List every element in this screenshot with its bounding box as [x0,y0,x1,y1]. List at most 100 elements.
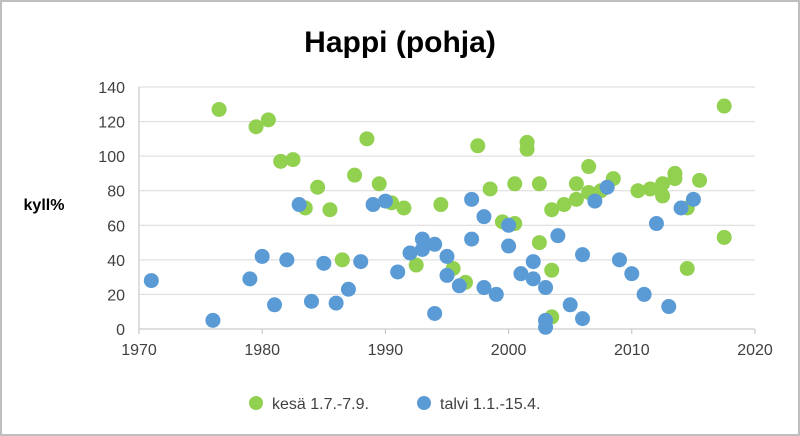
data-point [550,228,566,244]
data-point [568,176,584,192]
data-point [371,176,387,192]
data-point [642,181,658,197]
legend-marker-talvi [417,396,431,410]
y-tick-label: 100 [98,149,125,166]
data-point [538,319,554,335]
data-point [427,305,443,321]
data-point [544,262,560,278]
data-point [692,172,708,188]
data-point [334,252,350,268]
data-point [581,159,597,175]
data-point [636,286,652,302]
data-point [377,193,393,209]
data-point [402,245,418,261]
data-point [310,179,326,195]
y-tick-label: 0 [116,322,125,339]
data-point [531,176,547,192]
data-point [316,255,332,271]
data-point [248,119,264,135]
data-point [260,112,276,128]
data-point [285,152,301,168]
data-point [531,235,547,251]
data-point [365,197,381,213]
x-tick-label: 1980 [244,342,280,359]
data-point [439,267,455,283]
legend: kesä 1.7.-7.9. talvi 1.1.-15.4. [249,396,541,413]
data-point [303,293,319,309]
data-point [328,295,344,311]
data-point [599,179,615,195]
x-tick-label: 2020 [737,342,773,359]
data-point [716,98,732,114]
data-point [507,176,523,192]
data-point [242,271,258,287]
y-tick-labels: 0 20 40 60 80 100 120 140 [98,80,125,339]
data-point [211,101,227,117]
x-tick-label: 2010 [614,342,650,359]
y-tick-label: 80 [107,184,125,201]
data-point [143,273,159,289]
y-tick-label: 60 [107,218,125,235]
data-point [630,183,646,199]
data-point [513,266,529,282]
data-point [340,281,356,297]
gridlines [139,86,755,295]
x-tick-label: 1990 [368,342,404,359]
data-point [661,299,677,315]
data-point [501,217,517,233]
data-point [476,209,492,225]
data-point [685,191,701,207]
series-talvi-points [143,179,701,335]
data-point [205,312,221,328]
axes [138,87,756,334]
data-point [679,261,695,276]
data-point [476,280,492,296]
y-tick-label: 120 [98,115,125,132]
y-axis-label: kyll% [24,197,65,214]
y-tick-label: 140 [98,80,125,97]
data-point [519,141,535,157]
x-tick-label: 2000 [491,342,527,359]
data-point [464,191,480,207]
data-point [575,247,591,263]
chart-title: Happi (pohja) [304,26,496,59]
data-point [267,297,283,313]
data-point [359,131,375,147]
data-point [648,216,664,232]
data-point [464,231,480,247]
data-point [347,167,363,183]
data-point [575,311,591,327]
data-point [439,248,455,264]
data-point [655,176,671,192]
legend-label-kesa: kesä 1.7.-7.9. [272,396,369,413]
data-point [611,252,627,268]
data-point [538,280,554,296]
data-point [291,197,307,213]
data-point [556,197,572,213]
data-point [716,229,732,245]
y-tick-label: 40 [107,253,125,270]
x-tick-labels: 1970 1980 1990 2000 2010 2020 [121,342,773,359]
data-point [390,264,406,280]
data-point [488,286,504,302]
series-kesa-points [211,98,732,325]
data-point [322,202,338,218]
y-tick-label: 20 [107,287,125,304]
data-point [279,252,295,268]
data-point [525,271,541,287]
data-point [414,241,430,257]
legend-marker-kesa [249,396,263,410]
data-point [562,297,578,313]
data-point [433,197,449,213]
data-point [396,200,412,216]
legend-label-talvi: talvi 1.1.-15.4. [440,396,541,413]
data-point [482,181,498,197]
data-point [451,278,467,294]
data-point [254,248,270,264]
data-point [667,165,683,181]
x-tick-label: 1970 [121,342,157,359]
data-point [525,254,541,270]
data-point [408,257,424,273]
data-point [501,238,517,254]
